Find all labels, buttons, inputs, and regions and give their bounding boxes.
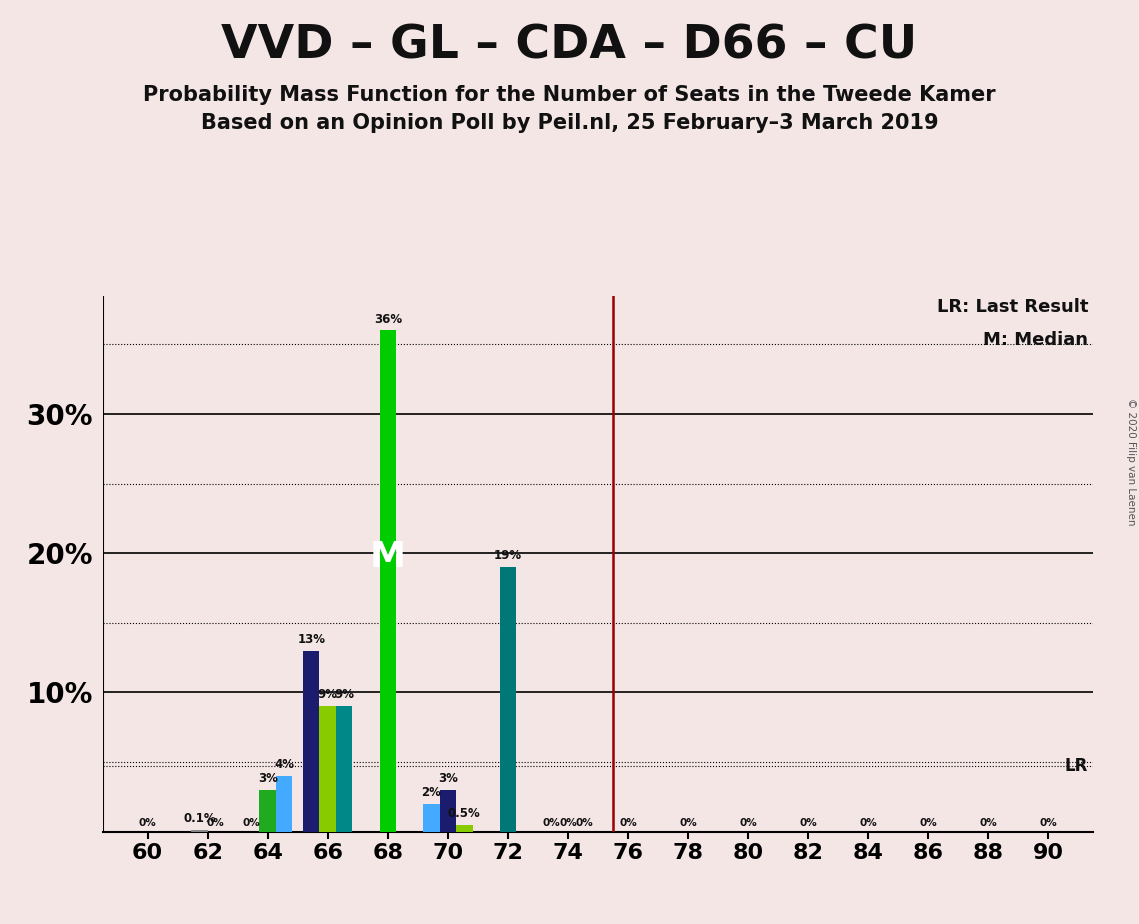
Text: M: M xyxy=(370,541,405,574)
Bar xyxy=(276,776,293,832)
Text: Probability Mass Function for the Number of Seats in the Tweede Kamer: Probability Mass Function for the Number… xyxy=(144,85,995,105)
Text: LR: LR xyxy=(1064,757,1088,775)
Text: 3%: 3% xyxy=(257,772,278,785)
Bar xyxy=(191,830,207,832)
Text: 0%: 0% xyxy=(800,818,817,828)
Text: 0%: 0% xyxy=(139,818,156,828)
Bar xyxy=(500,567,516,832)
Text: 0%: 0% xyxy=(739,818,757,828)
Text: 0.5%: 0.5% xyxy=(448,807,481,820)
Text: 0%: 0% xyxy=(859,818,877,828)
Bar xyxy=(423,804,440,832)
Text: LR: Last Result: LR: Last Result xyxy=(937,298,1089,316)
Text: 13%: 13% xyxy=(297,633,326,646)
Text: Based on an Opinion Poll by Peil.nl, 25 February–3 March 2019: Based on an Opinion Poll by Peil.nl, 25 … xyxy=(200,113,939,133)
Bar xyxy=(456,824,473,832)
Text: 0%: 0% xyxy=(207,818,224,828)
Text: 19%: 19% xyxy=(494,549,522,562)
Text: 9%: 9% xyxy=(334,688,354,701)
Bar xyxy=(319,706,336,832)
Bar xyxy=(379,331,396,832)
Text: 2%: 2% xyxy=(421,786,441,799)
Text: 3%: 3% xyxy=(437,772,458,785)
Text: 0%: 0% xyxy=(542,818,560,828)
Text: 4%: 4% xyxy=(274,758,294,771)
Bar xyxy=(336,706,352,832)
Text: 9%: 9% xyxy=(318,688,338,701)
Text: 0%: 0% xyxy=(679,818,697,828)
Text: 0.1%: 0.1% xyxy=(183,812,215,825)
Bar xyxy=(260,790,276,832)
Text: © 2020 Filip van Laenen: © 2020 Filip van Laenen xyxy=(1126,398,1136,526)
Text: 0%: 0% xyxy=(243,818,260,828)
Bar xyxy=(303,650,319,832)
Text: 0%: 0% xyxy=(575,818,593,828)
Text: 36%: 36% xyxy=(374,312,402,325)
Text: 0%: 0% xyxy=(1040,818,1057,828)
Text: 0%: 0% xyxy=(980,818,998,828)
Text: VVD – GL – CDA – D66 – CU: VVD – GL – CDA – D66 – CU xyxy=(221,23,918,68)
Text: 0%: 0% xyxy=(559,818,576,828)
Text: 0%: 0% xyxy=(620,818,637,828)
Bar xyxy=(440,790,456,832)
Text: M: Median: M: Median xyxy=(983,331,1089,348)
Text: 0%: 0% xyxy=(919,818,937,828)
